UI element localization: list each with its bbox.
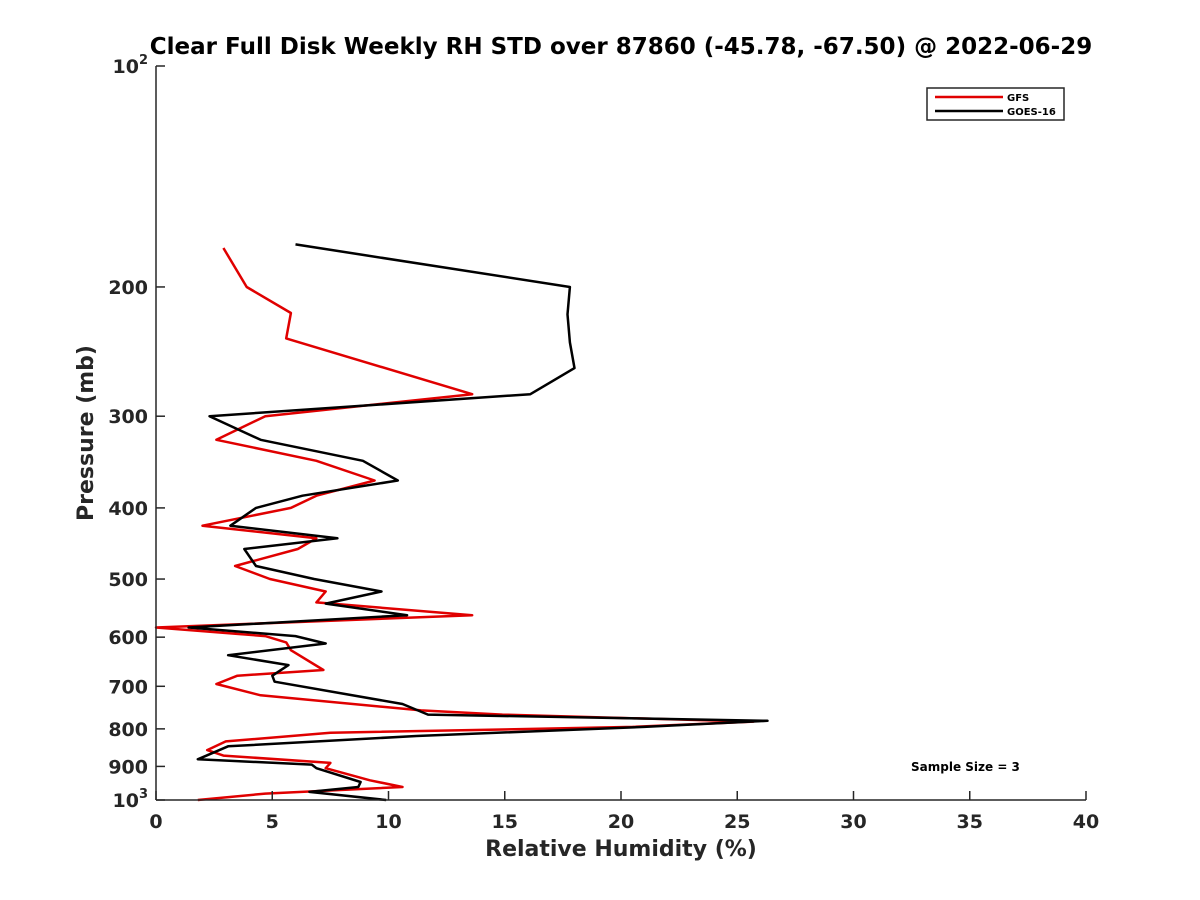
x-tick-label: 25 <box>724 811 750 833</box>
x-tick-label: 5 <box>266 811 279 833</box>
legend-box <box>926 87 1065 121</box>
sample-size-annotation: Sample Size = 3 <box>911 760 1020 774</box>
y-tick-exponent: 3 <box>139 787 148 802</box>
x-tick-label: 30 <box>840 811 866 833</box>
legend: GFS GOES-16 <box>926 87 1065 121</box>
y-axis-label: Pressure (mb) <box>74 345 99 521</box>
series-line-goes-16 <box>187 243 769 802</box>
y-tick-label: 300 <box>108 406 148 428</box>
y-tick-label: 600 <box>108 627 148 649</box>
legend-label-goes16: GOES-16 <box>1007 107 1056 118</box>
y-tick-label: 900 <box>108 756 148 778</box>
legend-label-gfs: GFS <box>1007 93 1029 104</box>
series-layer <box>154 243 769 802</box>
x-tick-label: 40 <box>1073 811 1099 833</box>
x-tick-label: 10 <box>375 811 401 833</box>
x-tick-label: 35 <box>957 811 983 833</box>
x-tick-label: 15 <box>492 811 518 833</box>
x-tick-label: 20 <box>608 811 634 833</box>
y-tick-label: 400 <box>108 498 148 520</box>
y-tick-label: 700 <box>108 676 148 698</box>
y-tick-label: 500 <box>108 569 148 591</box>
y-tick-exponent: 2 <box>139 53 148 68</box>
x-axis-ticks: 0 5 10 15 20 25 30 35 40 <box>149 791 1099 833</box>
y-tick-label: 200 <box>108 277 148 299</box>
plot-area: 0 5 10 15 20 25 30 35 40 10220030040050060070080… <box>108 53 1099 833</box>
y-tick-label: 800 <box>108 719 148 741</box>
chart-title: Clear Full Disk Weekly RH STD over 87860… <box>150 34 1092 60</box>
plot-background <box>156 66 1086 800</box>
x-tick-label: 0 <box>149 811 162 833</box>
x-axis-label: Relative Humidity (%) <box>485 837 757 862</box>
